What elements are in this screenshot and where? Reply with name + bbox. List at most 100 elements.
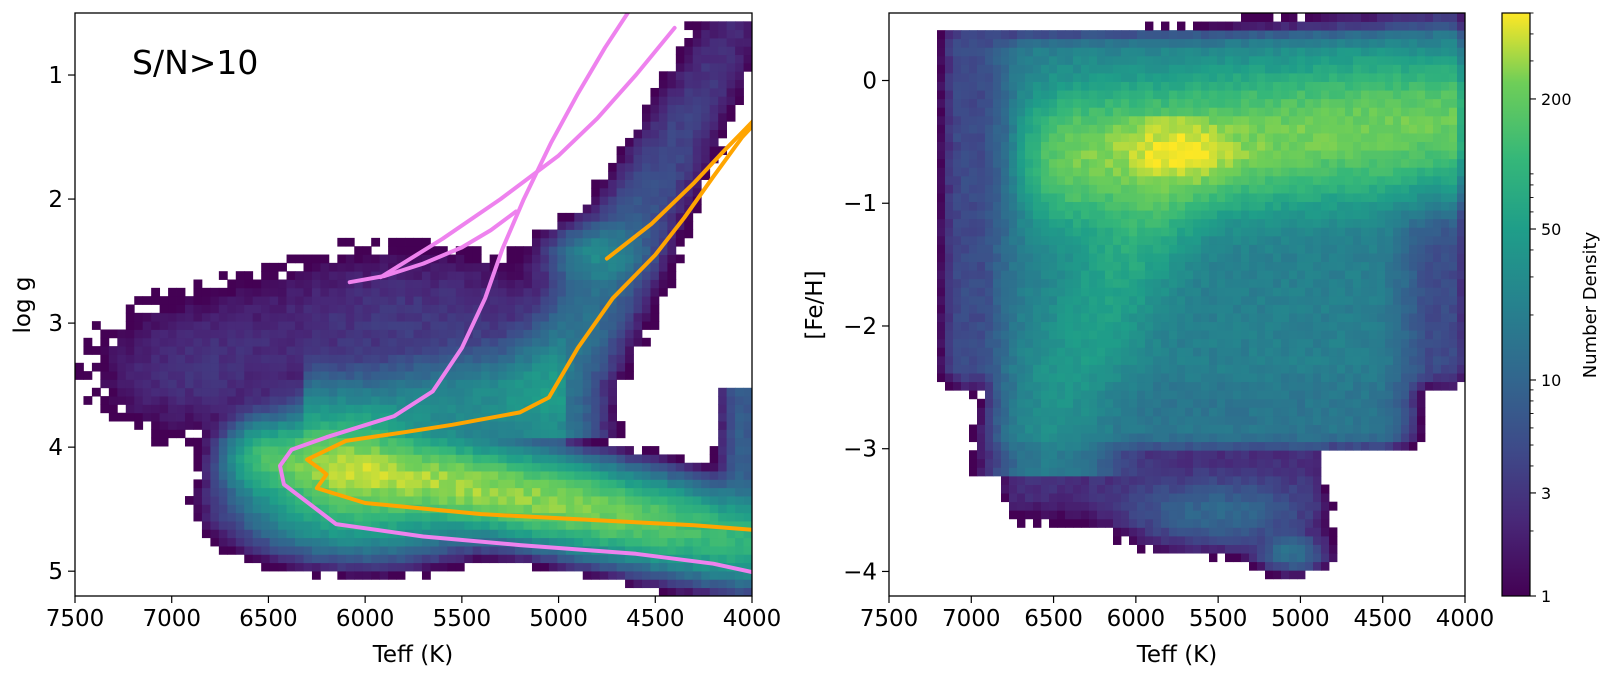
density-cell [977,107,986,117]
density-cell [345,371,355,380]
density-cell [464,262,474,272]
density-cell [658,287,668,297]
density-cell [176,387,186,397]
density-cell [1009,467,1018,477]
density-cell [953,364,962,374]
density-cell [969,278,978,288]
density-cell [515,254,524,264]
density-cell [235,521,245,530]
density-cell [218,271,228,280]
density-cell [421,462,431,472]
density-cell [1129,338,1138,348]
density-cell [608,396,617,405]
density-cell [1073,415,1082,425]
density-cell [557,521,567,530]
density-cell [1217,55,1226,65]
density-cell [1225,90,1234,100]
density-cell [396,387,406,397]
density-cell [977,441,986,451]
density-cell [743,512,752,522]
density-cell [235,446,245,455]
density-cell [278,296,287,305]
density-cell [498,304,507,314]
density-cell [328,504,338,514]
density-cell [1177,244,1186,254]
density-cell [599,412,609,422]
density-cell [985,184,994,194]
density-cell [582,262,592,272]
density-cell [498,454,507,464]
density-cell [1057,415,1066,425]
density-cell [582,512,592,522]
density-cell [616,504,626,514]
density-cell [667,279,677,289]
density-cell [701,529,711,539]
density-cell [320,429,330,439]
density-cell [1057,98,1066,108]
density-cell [1209,64,1218,74]
density-cell [1185,193,1194,203]
density-cell [937,158,946,168]
density-cell [1073,441,1082,451]
density-cell [625,529,634,539]
density-cell [421,354,431,364]
density-cell [1185,175,1194,185]
density-cell [1177,235,1186,245]
density-cell [599,221,609,230]
density-cell [1057,210,1066,220]
density-cell [430,454,440,464]
density-cell [591,287,601,297]
density-cell [977,38,986,48]
density-cell [993,244,1002,254]
density-cell [1057,287,1066,297]
density-cell [1217,175,1226,185]
density-cell [286,504,296,514]
density-cell [1169,133,1178,142]
density-cell [667,87,677,97]
density-cell [633,462,643,472]
density-cell [498,279,507,289]
density-cell [1169,347,1178,357]
density-cell [193,462,203,472]
density-cell [413,446,423,455]
density-cell [269,554,279,564]
density-cell [1153,373,1162,383]
density-cell [227,404,237,414]
density-cell [1145,364,1154,374]
density-cell [328,479,338,489]
density-cell [481,404,491,414]
density-cell [1177,373,1186,383]
density-cell [1113,338,1122,348]
density-cell [625,154,634,164]
density-cell [1065,450,1074,460]
density-cell [1225,518,1234,528]
density-cell [421,479,431,489]
density-cell [1153,175,1162,185]
density-cell [159,362,169,372]
density-cell [945,287,954,297]
density-cell [726,412,736,422]
density-cell [1001,407,1010,417]
density-cell [718,21,728,31]
density-cell [1081,73,1090,82]
density-cell [1001,390,1010,400]
density-cell [582,462,592,472]
density-cell [1025,270,1034,280]
density-cell [591,204,601,214]
density-cell [498,321,507,330]
density-cell [1153,167,1162,177]
density-cell [1177,167,1186,177]
density-cell [633,496,643,505]
density-cell [1129,98,1138,108]
density-cell [328,412,338,422]
density-cell [337,329,347,339]
density-cell [1185,321,1194,331]
density-cell [667,204,677,214]
density-cell [1217,424,1226,434]
density-cell [388,487,397,497]
density-cell [1065,184,1074,194]
density-cell [969,433,978,443]
density-cell [1209,150,1218,160]
density-cell [574,554,584,564]
density-cell [278,546,287,555]
